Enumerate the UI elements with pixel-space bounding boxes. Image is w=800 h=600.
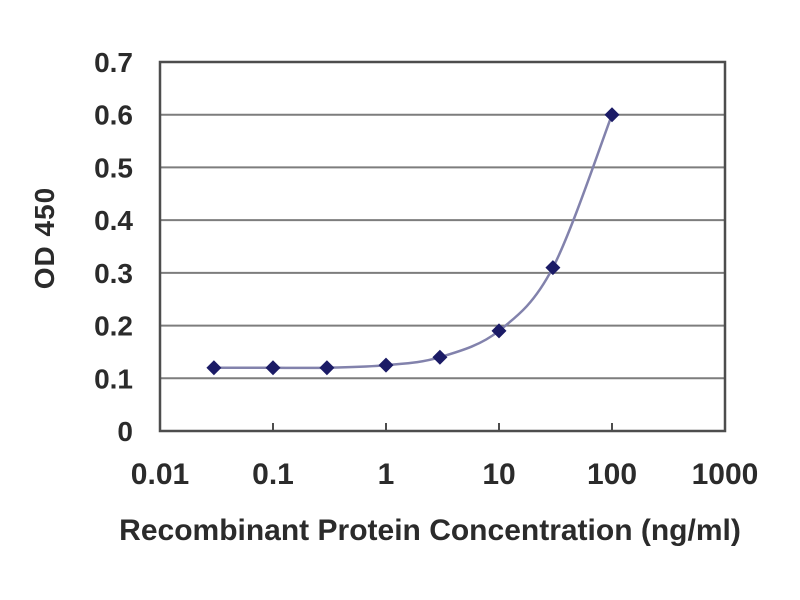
plot-border [158,60,727,433]
y-tick-label: 0.5 [94,152,133,183]
y-axis-title: OD 450 [29,186,60,290]
x-tick-label: 100 [587,458,637,491]
y-tick-label: 0.1 [94,363,133,394]
data-point-marker [432,349,448,365]
data-point-marker [319,360,335,376]
x-tick-label: 0.01 [131,458,189,491]
data-point-marker [545,260,561,276]
data-point-marker [265,360,281,376]
x-tick-label: 0.1 [252,458,294,491]
data-point-marker [206,360,222,376]
data-point-marker [604,107,620,123]
y-tick-label: 0.6 [94,100,133,131]
y-tick-label: 0.3 [94,258,133,289]
x-tick-label: 1 [378,458,395,491]
y-tick-label: 0 [117,416,133,447]
x-axis-title: Recombinant Protein Concentration (ng/ml… [119,514,741,547]
y-tick-label: 0.4 [94,205,133,236]
x-tick-label: 1000 [692,458,759,491]
series-line [213,114,614,370]
data-point-marker [378,357,394,373]
data-point-marker [491,323,507,339]
y-tick-label: 0.7 [94,47,133,78]
x-tick-label: 10 [482,458,515,491]
y-tick-label: 0.2 [94,311,133,342]
